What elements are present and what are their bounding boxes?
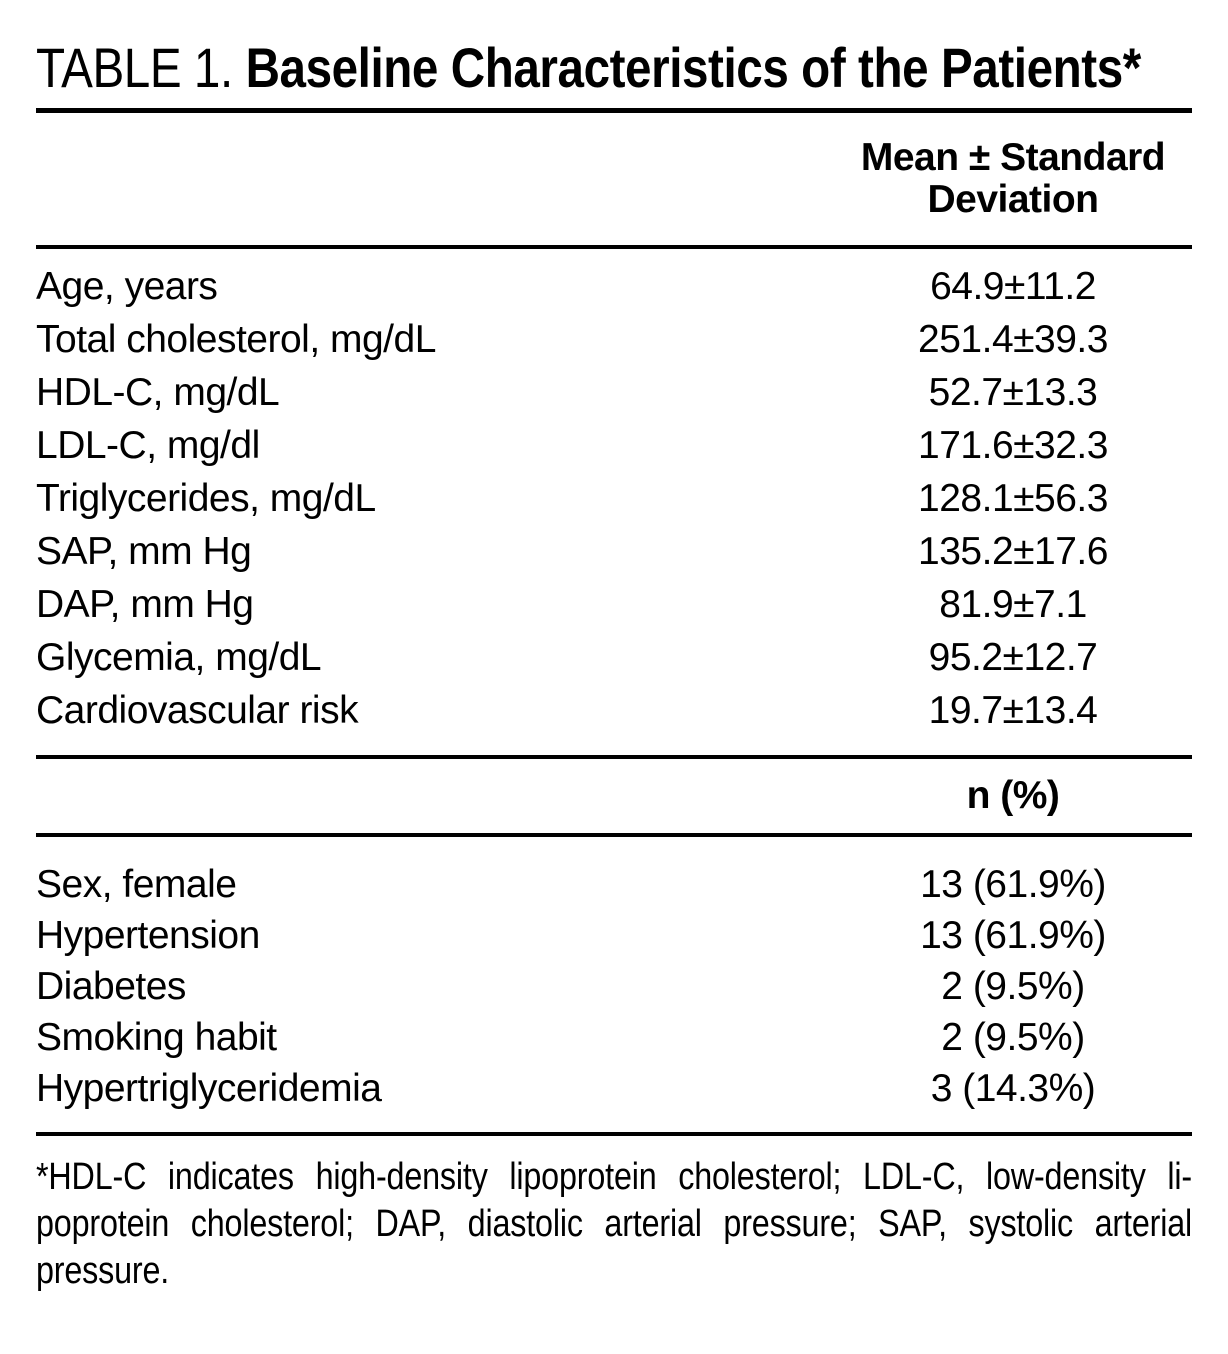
rule-top [36,108,1192,113]
row-value: 135.2±17.6 [918,529,1108,573]
table-row: DAP, mm Hg 81.9±7.1 [36,578,1192,631]
table-footnote: *HDL-C indicates high-density lipoprotei… [36,1154,1192,1295]
table-row: Hypertriglyceridemia 3 (14.3%) [36,1063,1192,1114]
table-row: Total cholesterol, mg/dL 251.4±39.3 [36,313,1192,366]
section-continuous-variables: Age, years 64.9±11.2 Total cholesterol, … [36,249,1192,755]
table-row: SAP, mm Hg 135.2±17.6 [36,525,1192,578]
row-value: 95.2±12.7 [928,635,1098,679]
row-value: 64.9±11.2 [930,264,1096,308]
table-number-label: TABLE 1. [36,36,246,99]
row-label: SAP, mm Hg [36,529,252,573]
row-value: 251.4±39.3 [918,317,1108,361]
row-value: 19.7±13.4 [928,688,1098,732]
row-value: 13 (61.9%) [920,913,1106,957]
row-label: Triglycerides, mg/dL [36,476,376,520]
table-row: Sex, female 13 (61.9%) [36,859,1192,910]
table-row: LDL-C, mg/dl 171.6±32.3 [36,419,1192,472]
column-header-mean-sd-line1: Mean ± Standard [860,136,1166,179]
footnote-line: *HDL-C indicates high-density lipoprotei… [36,1156,1192,1198]
row-label: Diabetes [36,964,186,1008]
row-value: 52.7±13.3 [928,370,1098,414]
row-label: HDL-C, mg/dL [36,370,280,414]
row-label: Sex, female [36,862,237,906]
row-value: 128.1±56.3 [918,476,1108,520]
table-row: Triglycerides, mg/dL 128.1±56.3 [36,472,1192,525]
column-header-mean-sd-line2: Deviation [927,178,1099,221]
column-header-n-pct: n (%) [848,759,1178,833]
row-label: Age, years [36,264,218,308]
table-title-text: Baseline Characteristics of the Patients… [245,36,1142,99]
table-row: Diabetes 2 (9.5%) [36,961,1192,1012]
table-row: Smoking habit 2 (9.5%) [36,1012,1192,1063]
row-value: 2 (9.5%) [941,1015,1085,1059]
footnote-line: poprotein cholesterol; DAP, diastolic ar… [36,1203,1192,1245]
column-header-n-pct-text: n (%) [966,774,1060,817]
table-row: Hypertension 13 (61.9%) [36,910,1192,961]
column-header-mean-sd: Mean ± Standard Deviation [848,113,1178,245]
row-value: 81.9±7.1 [939,582,1087,626]
section-categorical-variables: Sex, female 13 (61.9%) Hypertension 13 (… [36,837,1192,1132]
rule-under-n-pct-header [36,833,1192,837]
table-title: TABLE 1. Baseline Characteristics of the… [36,40,1141,96]
table-row: Cardiovascular risk 19.7±13.4 [36,684,1192,737]
row-label: DAP, mm Hg [36,582,254,626]
table-row: Glycemia, mg/dL 95.2±12.7 [36,631,1192,684]
row-value: 13 (61.9%) [920,862,1106,906]
table-row: Age, years 64.9±11.2 [36,260,1192,313]
paper-table-figure: TABLE 1. Baseline Characteristics of the… [0,40,1228,1295]
row-label: Hypertriglyceridemia [36,1066,382,1110]
rule-bottom [36,1132,1192,1136]
row-label: Total cholesterol, mg/dL [36,317,436,361]
row-value: 3 (14.3%) [930,1066,1096,1110]
row-label: Smoking habit [36,1015,277,1059]
table-row: HDL-C, mg/dL 52.7±13.3 [36,366,1192,419]
row-label: LDL-C, mg/dl [36,423,260,467]
row-label: Cardiovascular risk [36,688,359,732]
row-label: Glycemia, mg/dL [36,635,322,679]
rule-above-n-pct-header [36,755,1192,759]
row-value: 171.6±32.3 [918,423,1108,467]
footnote-line: pressure. [36,1250,170,1292]
row-value: 2 (9.5%) [941,964,1085,1008]
rule-under-mean-sd-header [36,245,1192,249]
row-label: Hypertension [36,913,260,957]
